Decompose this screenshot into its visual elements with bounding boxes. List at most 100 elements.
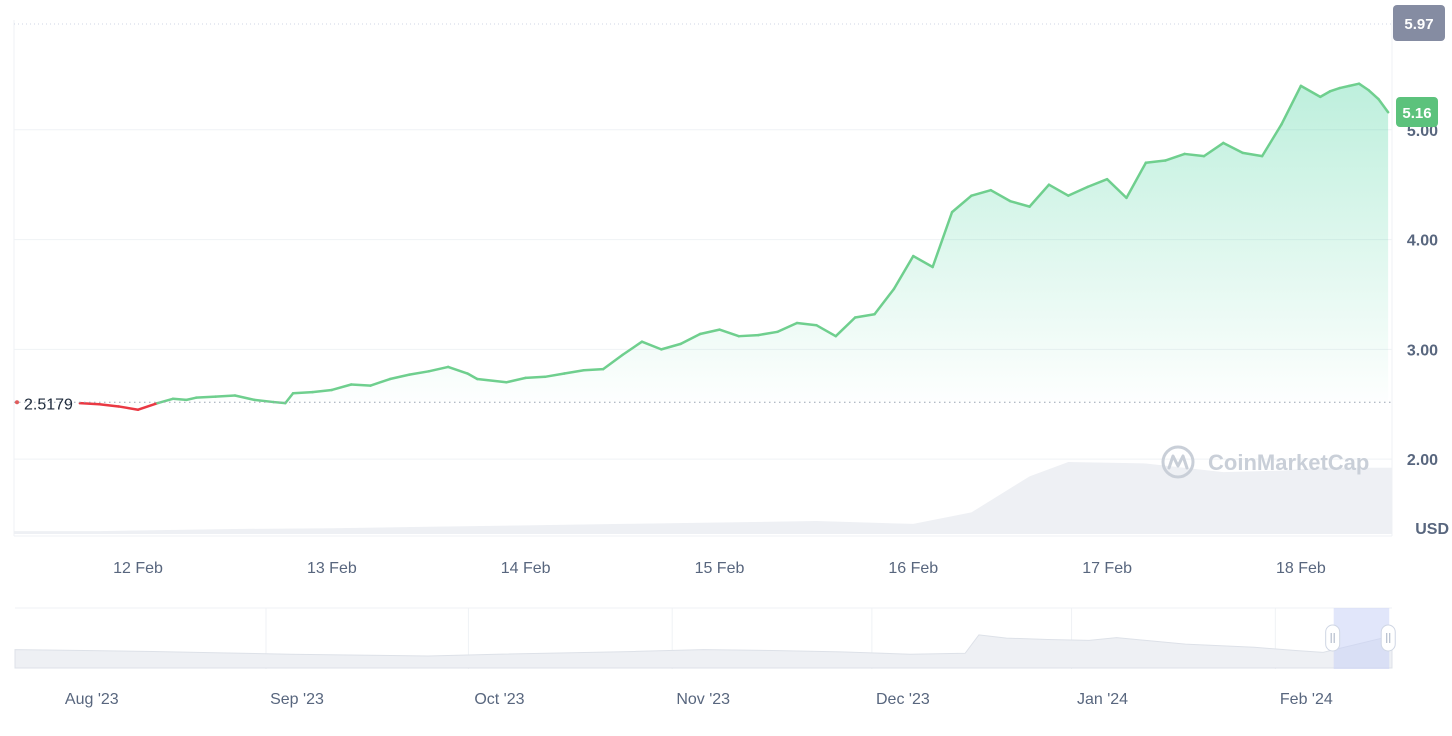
price-line-segment (912, 254, 934, 269)
current-price-badge-bg (1396, 97, 1438, 127)
x-tick-label: 17 Feb (1082, 560, 1132, 577)
x-tick-label: 16 Feb (888, 560, 938, 577)
price-area-fill (79, 83, 1389, 410)
price-line-segment (1357, 82, 1370, 92)
price-line-segment (117, 405, 140, 411)
price-line-segment (349, 383, 372, 387)
price-line-segment (582, 367, 605, 372)
volume-shape (14, 462, 1392, 534)
coinmarketcap-logo-icon (1161, 445, 1195, 479)
price-line-segment (1241, 151, 1264, 158)
price-line-segment (1328, 86, 1341, 93)
price-line-segment (1202, 141, 1225, 158)
price-line-segment (1105, 177, 1128, 200)
price-line-segment (853, 312, 876, 319)
navigator-left-handle[interactable] (1325, 624, 1341, 652)
y-axis-unit: USD (1415, 521, 1449, 538)
watermark-text: CoinMarketCap (1208, 450, 1369, 475)
navigator-right-handle-body[interactable] (1380, 624, 1396, 652)
price-line-segment (834, 316, 857, 338)
x-tick-label: 14 Feb (501, 560, 551, 577)
range-navigator[interactable] (14, 607, 1396, 669)
price-line-segment (233, 394, 256, 402)
price-line-segment (311, 388, 334, 394)
high-price-badge-bg (1393, 5, 1445, 41)
price-line-segment (1338, 84, 1351, 90)
navigator-x-tick-label: Oct '23 (474, 691, 524, 708)
price-line-segment (601, 353, 624, 371)
coinmarketcap-watermark: CoinMarketCap (1161, 445, 1369, 479)
y-tick-label: 3.00 (1407, 342, 1438, 359)
price-line-segment (718, 328, 741, 338)
price-line-segment (1260, 123, 1283, 158)
price-line-segment (194, 395, 217, 399)
price-line-segment (970, 188, 993, 197)
price-line-segment (388, 373, 411, 381)
price-line-segment (1377, 97, 1390, 114)
price-line-segment (1163, 152, 1186, 162)
price-line-segment (466, 372, 479, 381)
price-line-segment (185, 396, 198, 402)
price-line-segment (408, 370, 431, 376)
price-line-segment (427, 365, 450, 373)
price-line-segment (136, 401, 159, 411)
volume-area (14, 462, 1392, 534)
price-line-segment (1348, 82, 1361, 88)
current-price-badge-text: 5.16 (1402, 105, 1431, 122)
x-tick-label: 15 Feb (695, 560, 745, 577)
navigator-x-axis-ticks: Aug '23 Sep '23 Oct '23 Nov '23 Dec '23 Jan '… (65, 691, 1333, 708)
navigator-left-handle-body[interactable] (1325, 624, 1341, 652)
navigator-selection[interactable] (1333, 608, 1390, 669)
x-axis-ticks: 12 Feb 13 Feb 14 Feb 15 Feb 16 Feb 17 Feb 18 F… (113, 560, 1326, 577)
navigator-x-tick-label: Sep '23 (270, 691, 324, 708)
y-tick-label: 2.00 (1407, 452, 1438, 469)
price-line-segment (78, 401, 101, 406)
price-line-segment (475, 377, 508, 384)
price-line-segment (1086, 177, 1109, 189)
price-line-segment (989, 188, 1012, 203)
price-line-segment (950, 194, 973, 214)
price-line-segment (931, 210, 954, 269)
price-line-segment (640, 340, 663, 351)
price-line-segment (776, 321, 799, 334)
price-line-segment (543, 372, 566, 379)
navigator-right-handle[interactable] (1380, 624, 1396, 652)
navigator-x-tick-label: Jan '24 (1077, 691, 1128, 708)
price-lines (78, 82, 1390, 411)
price-line-segment (330, 383, 353, 392)
price-line-segment (1280, 84, 1303, 126)
price-line-segment (892, 254, 915, 291)
price-line-segment (737, 333, 760, 338)
navigator-area (14, 634, 1393, 669)
price-line-segment (1125, 161, 1148, 200)
price-line-segment (795, 321, 818, 327)
price-line-segment (1067, 185, 1089, 197)
price-line-segment (171, 397, 188, 402)
price-line-segment (815, 323, 838, 338)
price-line-segment (284, 392, 295, 405)
price-line-segment (253, 398, 275, 404)
price-line-segment (291, 390, 314, 395)
navigator-x-tick-label: Feb '24 (1280, 691, 1333, 708)
price-line-segment (1183, 152, 1206, 158)
price-line-segment (1144, 159, 1167, 164)
y-tick-label: 4.00 (1407, 233, 1438, 250)
navigator-x-tick-label: Nov '23 (676, 691, 730, 708)
price-line-segment (563, 368, 586, 375)
price-line-segment (98, 403, 120, 408)
reference-price-marker (15, 400, 19, 405)
price-line-segment (873, 287, 896, 316)
price-line-segment (446, 365, 469, 375)
price-line-segment (524, 375, 547, 380)
high-price-badge-text: 5.97 (1404, 16, 1433, 33)
navigator-x-tick-label: Dec '23 (876, 691, 930, 708)
high-price-badge: 5.97 (1393, 5, 1445, 41)
x-tick-label: 13 Feb (307, 560, 357, 577)
x-tick-label: 12 Feb (113, 560, 163, 577)
price-line-segment (1222, 141, 1245, 155)
price-line-segment (214, 394, 237, 398)
price-line-segment (1028, 183, 1051, 208)
current-price-badge: 5.16 (1396, 97, 1438, 127)
y-axis-ticks: 2.00 3.00 4.00 5.00 (1407, 123, 1438, 469)
